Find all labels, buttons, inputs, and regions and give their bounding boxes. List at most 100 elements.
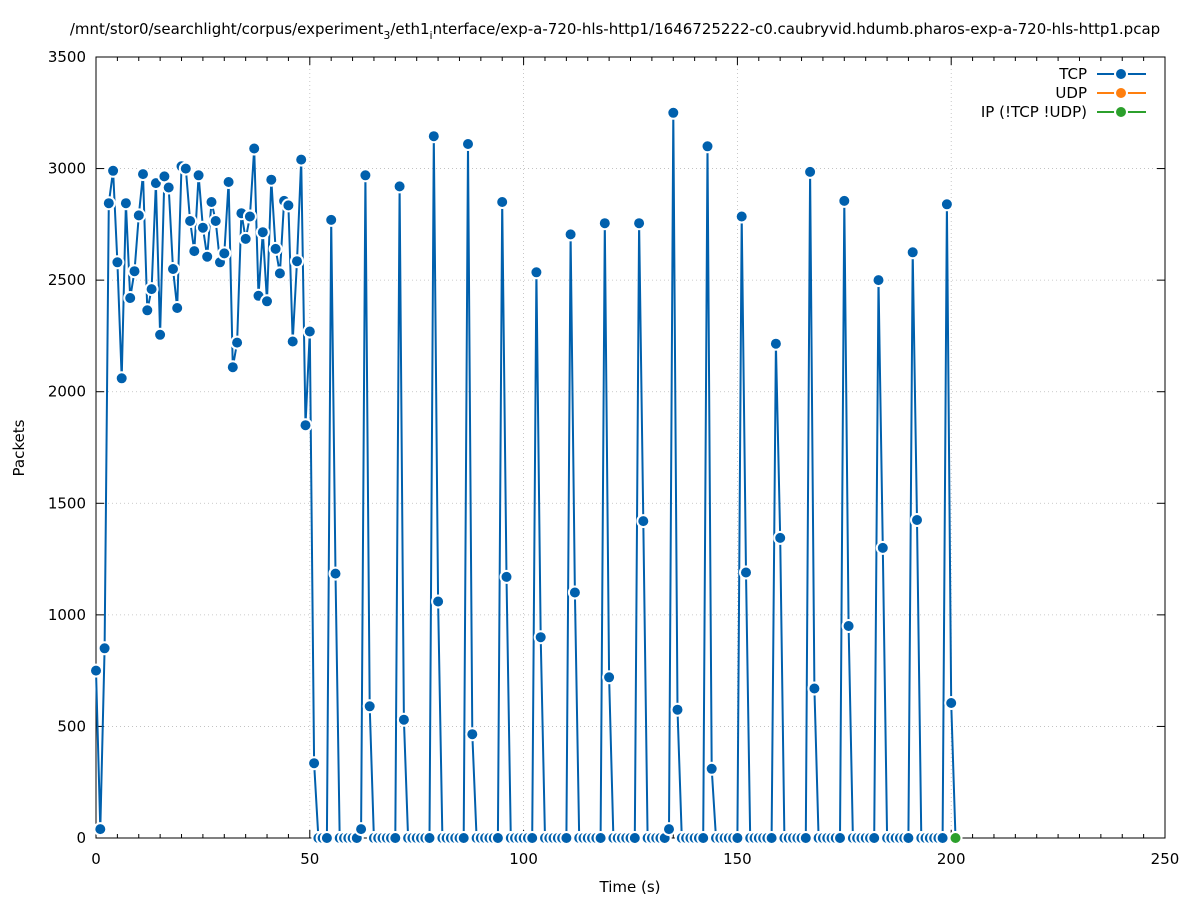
data-point [499,569,514,584]
x-axis-label: Time (s) [599,878,661,896]
y-axis-label: Packets [10,419,28,476]
data-point [632,216,647,231]
y-tick-label: 500 [57,717,86,735]
data-point [225,360,240,375]
data-point [773,530,788,545]
data-point [140,303,155,318]
series-layer [89,105,963,845]
data-point [170,301,185,315]
data-point [807,681,822,696]
data-point [208,214,223,228]
data-point [939,197,954,212]
chart-title-subscript-2: i [430,29,433,42]
data-point [704,761,719,776]
chart-title-tail: nterface/exp-a-720-hls-http1/1646725222-… [433,20,1161,38]
legend-label: TCP [1058,65,1087,83]
data-point [153,327,168,342]
chart-title-main: /mnt/stor0/searchlight/corpus/experiment [70,20,384,38]
plot-border [95,56,1166,839]
data-point [593,831,608,845]
data-point [490,831,505,845]
data-point [901,831,916,845]
data-point [768,336,783,351]
data-point [362,699,377,714]
data-point [187,244,202,259]
chart-title-mid: /eth1 [390,20,429,38]
chart-title: /mnt/stor0/searchlight/corpus/experiment… [70,20,1160,42]
x-tick-label: 50 [300,850,319,868]
data-point [905,245,920,260]
data-point [670,702,685,717]
data-point [833,831,847,845]
data-point [734,209,749,224]
data-point [700,139,715,154]
data-point [597,216,612,231]
legend-marker [1114,86,1128,100]
x-tick-label: 250 [1151,850,1180,868]
data-point [294,152,309,167]
data-point [324,212,339,227]
data-point [948,831,963,845]
y-tick-label: 0 [76,829,86,847]
data-point [426,129,441,144]
data-point [195,220,210,235]
data-point [118,196,133,211]
data-point [910,513,924,527]
data-point [563,227,578,242]
data-point [465,727,480,742]
data-point [281,198,296,213]
data-point [285,334,300,349]
data-point [161,180,176,195]
series-line [95,111,957,839]
data-point [302,324,317,339]
data-point [298,418,313,433]
data-point [101,196,116,211]
data-point [264,172,279,187]
data-point [247,141,262,156]
x-tick-label: 100 [509,850,538,868]
legend-label: UDP [1055,84,1087,102]
y-tick-label: 3000 [48,160,86,178]
data-point [529,265,544,280]
data-point [144,282,159,297]
data-point [354,822,369,837]
data-point [123,291,138,305]
data-point [803,164,818,179]
data-point [456,831,471,845]
data-point [200,249,215,264]
legend-marker [1114,67,1128,81]
data-point [106,163,121,178]
series-2 [948,831,963,845]
data-point [268,241,283,256]
data-point [431,594,446,609]
x-tick-label: 0 [91,850,101,868]
data-point [666,105,681,120]
data-point [238,231,253,246]
data-point [602,670,617,685]
data-point [114,371,129,386]
data-point [183,214,198,228]
data-point [290,254,304,269]
data-point [627,831,642,845]
legend-marker [1114,105,1128,119]
data-point [730,831,745,845]
data-point [166,262,180,276]
data-point [93,822,108,837]
data-point [837,193,852,208]
axis-ticks: 0 50 100 150 200 2500500100015002000250030003… [48,48,1180,868]
data-point [396,712,411,727]
data-point [392,179,407,194]
data-point [567,585,582,600]
y-tick-label: 3500 [48,48,86,66]
y-tick-label: 1500 [48,494,86,512]
data-point [662,822,676,837]
legend-label: IP (!TCP !UDP) [981,103,1087,121]
data-point [89,663,103,678]
data-point [136,167,150,182]
data-point [110,255,125,270]
data-point [841,619,856,633]
data-point [319,831,334,845]
data-point [559,831,574,845]
data-point [422,831,437,845]
data-point [242,209,257,224]
